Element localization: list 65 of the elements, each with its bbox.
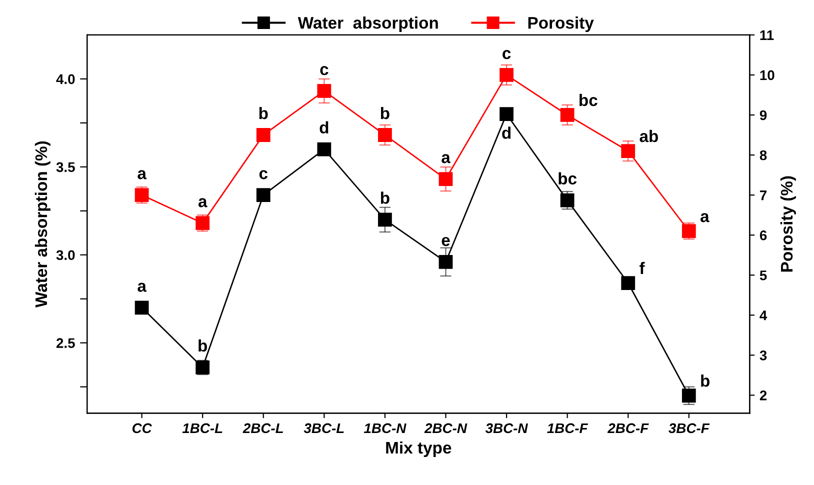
y-tick-label: 4.0 [56,74,75,84]
data-label: ab [640,130,658,142]
x-tick-label: 2BC-N [424,423,468,434]
y2-tick-label: 11 [760,30,774,40]
data-label: d [502,126,511,139]
y2-tick-label: 8 [760,150,767,160]
point [256,188,270,202]
x-tick-label: 1BC-L [182,423,222,434]
x-tick-label: 3BC-F [668,423,710,434]
y2-axis-title: Porosity (%) [780,176,796,272]
point [438,254,453,269]
y2-tick-label: 10 [760,70,774,80]
y2-tick-label: 6 [760,230,767,240]
y2-tick-label: 2 [760,390,767,400]
point [438,172,453,186]
y-axis-title: Water absorption (%) [34,141,50,308]
data-label: b [198,339,208,352]
point [134,300,149,315]
x-tick-label: 2BC-F [607,423,649,434]
data-label: a [138,170,147,180]
point [500,68,514,82]
data-label: bc [580,94,598,106]
data-label: a [198,198,208,208]
point [560,108,574,122]
x-tick-label: 3BC-N [485,423,528,434]
y2-tick-label: 5 [760,270,767,280]
y2-tick-label: 3 [760,350,767,360]
point [378,212,392,227]
legend-label: Water absorption [298,16,438,32]
point [560,193,574,208]
point [317,84,332,98]
data-label: b [380,106,390,120]
x-tick-label: 1BC-N [364,423,406,434]
y2-tick-label: 4 [760,310,768,320]
x-tick-label: CC [132,423,152,434]
data-label: a [700,213,710,222]
data-label: bc [558,172,577,185]
data-label: e [442,236,450,246]
y2-tick-label: 9 [760,110,767,120]
point [682,388,696,403]
data-label: b [701,374,710,387]
data-label: f [640,262,645,274]
point [621,276,636,290]
point [500,107,514,122]
y-tick-label: 3.0 [56,250,75,260]
data-label: a [138,282,147,292]
data-label: a [442,154,450,164]
y-tick-label: 3.5 [56,162,75,172]
data-label: d [320,121,328,134]
x-tick-label: 3BC-L [304,423,344,434]
x-axis-title: Mix type [386,441,452,457]
legend-label: Porosity [528,16,594,32]
y2-tick-label: 7 [760,190,767,200]
point [317,142,332,156]
x-tick-label: 1BC-F [547,423,588,434]
data-label: c [502,50,511,60]
point [378,128,392,142]
data-label: c [259,170,268,180]
point [621,144,636,158]
data-label: b [259,106,268,120]
point [256,128,270,142]
data-label: b [380,192,390,204]
data-label: c [320,66,328,76]
x-tick-label: 2BC-L [242,423,284,434]
y-tick-label: 2.5 [56,338,75,348]
